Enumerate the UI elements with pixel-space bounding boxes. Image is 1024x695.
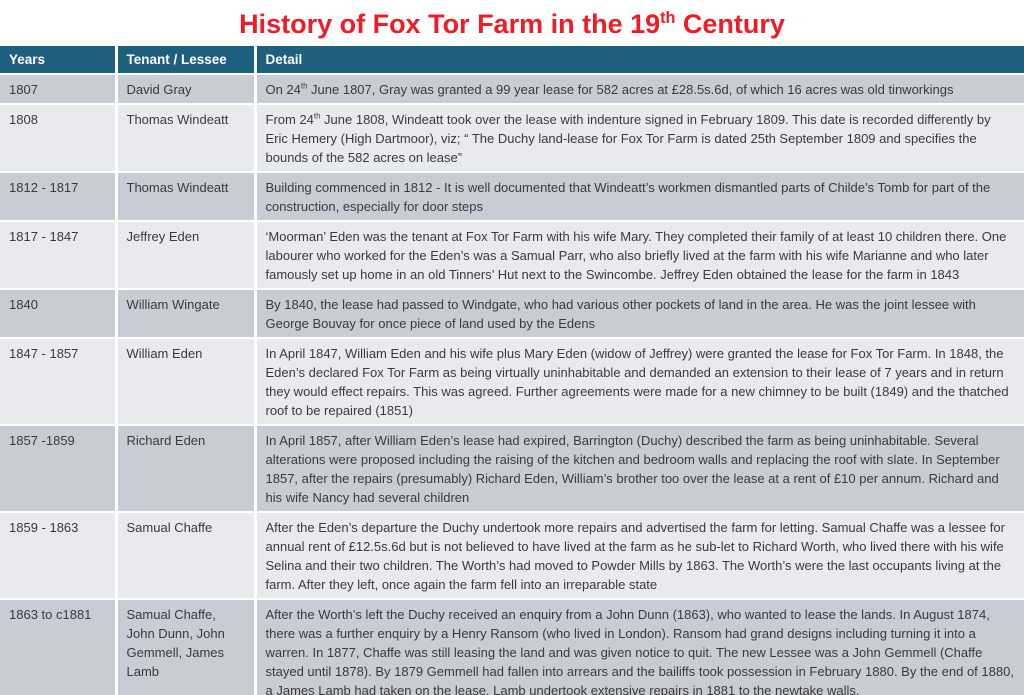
table-row: 1808 Thomas Windeatt From 24th June 1808…: [0, 104, 1024, 173]
table-row: 1857 -1859 Richard Eden In April 1857, a…: [0, 425, 1024, 513]
table-header-row: Years Tenant / Lessee Detail: [0, 46, 1024, 75]
table-row: 1863 to c1881 Samual Chaffe, John Dunn, …: [0, 599, 1024, 695]
detail-cell: From 24th June 1808, Windeatt took over …: [255, 104, 1024, 173]
tenant-cell: David Gray: [116, 74, 257, 105]
years-cell: 1808: [0, 104, 118, 173]
tenant-cell: Thomas Windeatt: [116, 104, 257, 173]
years-cell: 1817 - 1847: [0, 221, 118, 290]
detail-cell: By 1840, the lease had passed to Windgat…: [255, 289, 1024, 339]
table-row: 1807 David Gray On 24th June 1807, Gray …: [0, 74, 1024, 105]
tenant-cell: William Wingate: [116, 289, 257, 339]
page-title: History of Fox Tor Farm in the 19th Cent…: [239, 9, 785, 39]
tenant-cell: Jeffrey Eden: [116, 221, 257, 290]
tenant-cell: Richard Eden: [116, 425, 257, 513]
tenant-cell: Thomas Windeatt: [116, 172, 257, 222]
history-table: Years Tenant / Lessee Detail 1807 David …: [0, 46, 1024, 695]
detail-cell: In April 1847, William Eden and his wife…: [255, 338, 1024, 426]
detail-cell: In April 1857, after William Eden’s leas…: [255, 425, 1024, 513]
years-cell: 1863 to c1881: [0, 599, 118, 695]
detail-cell: Building commenced in 1812 - It is well …: [255, 172, 1024, 222]
years-cell: 1857 -1859: [0, 425, 118, 513]
tenant-cell: Samual Chaffe, John Dunn, John Gemmell, …: [116, 599, 257, 695]
table-row: 1840 William Wingate By 1840, the lease …: [0, 289, 1024, 339]
column-header-years: Years: [0, 46, 118, 75]
detail-cell: ‘Moorman’ Eden was the tenant at Fox Tor…: [255, 221, 1024, 290]
table-row: 1812 - 1817 Thomas Windeatt Building com…: [0, 172, 1024, 222]
column-header-detail: Detail: [255, 46, 1024, 75]
years-cell: 1812 - 1817: [0, 172, 118, 222]
detail-cell: On 24th June 1807, Gray was granted a 99…: [255, 74, 1024, 105]
years-cell: 1840: [0, 289, 118, 339]
detail-cell: After the Worth’s left the Duchy receive…: [255, 599, 1024, 695]
tenant-cell: William Eden: [116, 338, 257, 426]
detail-cell: After the Eden’s departure the Duchy und…: [255, 512, 1024, 600]
tenant-cell: Samual Chaffe: [116, 512, 257, 600]
column-header-tenant: Tenant / Lessee: [116, 46, 257, 75]
years-cell: 1847 - 1857: [0, 338, 118, 426]
years-cell: 1859 - 1863: [0, 512, 118, 600]
years-cell: 1807: [0, 74, 118, 105]
table-row: 1817 - 1847 Jeffrey Eden ‘Moorman’ Eden …: [0, 221, 1024, 290]
table-row: 1859 - 1863 Samual Chaffe After the Eden…: [0, 512, 1024, 600]
table-row: 1847 - 1857 William Eden In April 1847, …: [0, 338, 1024, 426]
